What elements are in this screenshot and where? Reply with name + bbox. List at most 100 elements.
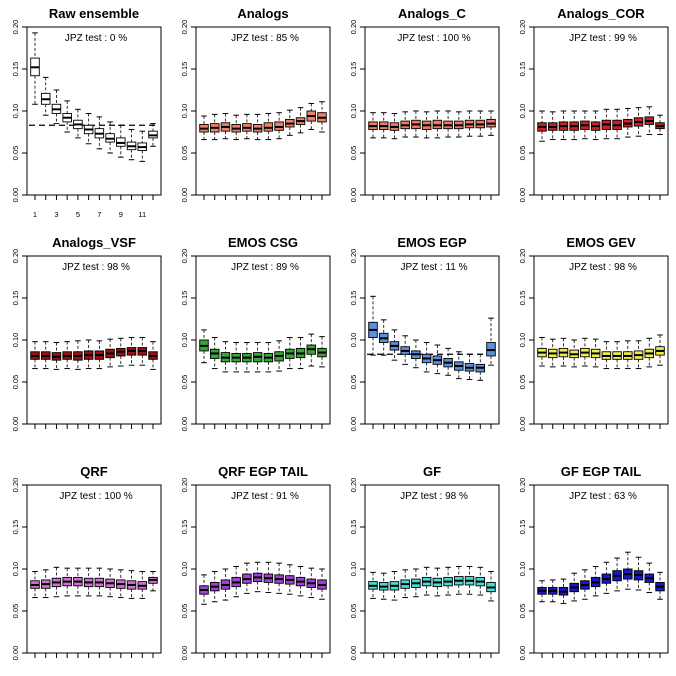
- box: [318, 102, 327, 132]
- box: [390, 114, 399, 139]
- box: [106, 339, 115, 367]
- box: [645, 338, 654, 367]
- x-tick-label: 9: [119, 210, 123, 219]
- x-tick-label: 11: [138, 210, 146, 219]
- y-tick-label: 0.10: [518, 104, 527, 119]
- box: [369, 572, 378, 598]
- box: [656, 115, 665, 134]
- y-tick-label: 0.00: [349, 188, 358, 203]
- y-tick-label: 0.20: [11, 20, 20, 35]
- y-tick-label: 0.00: [180, 417, 189, 432]
- box: [624, 552, 633, 589]
- box: [390, 330, 399, 360]
- y-tick-label: 0.20: [349, 20, 358, 35]
- box: [52, 343, 61, 370]
- box: [106, 569, 115, 597]
- box: [379, 573, 388, 599]
- box: [106, 122, 115, 153]
- jpz-test-label: JPZ test : 100 %: [397, 33, 470, 44]
- box: [591, 111, 600, 140]
- box: [41, 342, 50, 369]
- box: [645, 563, 654, 592]
- y-tick-label: 0.10: [349, 562, 358, 577]
- box: [307, 568, 316, 597]
- panel-title: Analogs_VSF: [52, 235, 136, 250]
- y-tick-label: 0.05: [11, 604, 20, 619]
- y-tick-label: 0.20: [349, 249, 358, 264]
- y-tick-label: 0.00: [180, 646, 189, 661]
- y-tick-label: 0.10: [180, 562, 189, 577]
- box: [591, 339, 600, 367]
- jpz-test-label: JPZ test : 98 %: [62, 262, 130, 273]
- y-tick-label: 0.15: [349, 520, 358, 535]
- box: [634, 108, 643, 137]
- jpz-test-label: JPZ test : 99 %: [569, 33, 637, 44]
- panel-0: Raw ensemble 0.00 0.05 0.10 0.15 0.20 1 3 5 7 9 11 J…: [11, 6, 161, 219]
- box: [243, 343, 252, 372]
- box: [379, 320, 388, 355]
- panel-title: Raw ensemble: [49, 6, 139, 21]
- box: [444, 111, 453, 137]
- x-tick-label: 7: [97, 210, 101, 219]
- box: [117, 125, 126, 157]
- box: [221, 569, 230, 600]
- box: [296, 108, 305, 133]
- box: [318, 337, 327, 367]
- box: [476, 567, 485, 595]
- box: [613, 558, 622, 591]
- y-tick-label: 0.10: [180, 104, 189, 119]
- box: [624, 108, 633, 137]
- panel-2: Analogs_C 0.00 0.05 0.10 0.15 0.20 JPZ test : …: [349, 6, 499, 202]
- box: [476, 111, 485, 136]
- box: [538, 337, 547, 366]
- y-tick-label: 0.10: [11, 562, 20, 577]
- box: [548, 112, 557, 140]
- y-tick-label: 0.20: [180, 478, 189, 493]
- box: [63, 342, 72, 369]
- box: [253, 114, 262, 139]
- box: [591, 566, 600, 595]
- panel-8: QRF 0.00 0.05 0.10 0.15 0.20 JPZ test : 100 %: [11, 464, 161, 660]
- box: [433, 345, 442, 374]
- box: [455, 566, 464, 594]
- jpz-test-label: JPZ test : 85 %: [231, 33, 299, 44]
- plot-frame: [27, 485, 161, 653]
- box: [243, 114, 252, 138]
- y-tick-label: 0.15: [349, 291, 358, 306]
- box: [538, 581, 547, 602]
- y-tick-label: 0.05: [180, 375, 189, 390]
- box: [232, 115, 241, 139]
- box: [318, 569, 327, 599]
- panel-11: GF EGP TAIL 0.00 0.05 0.10 0.15 0.20 JPZ test …: [518, 464, 668, 660]
- y-tick-label: 0.00: [11, 417, 20, 432]
- panel-title: Analogs: [237, 6, 288, 21]
- y-tick-label: 0.10: [349, 333, 358, 348]
- jpz-test-label: JPZ test : 0 %: [65, 33, 127, 44]
- box: [232, 343, 241, 372]
- plot-frame: [534, 27, 668, 195]
- jpz-test-label: JPZ test : 98 %: [569, 262, 637, 273]
- y-tick-label: 0.00: [349, 646, 358, 661]
- box: [487, 572, 496, 601]
- y-tick-label: 0.15: [11, 291, 20, 306]
- box: [138, 337, 147, 365]
- panel-4: Analogs_VSF 0.00 0.05 0.10 0.15 0.20 JPZ test …: [11, 235, 161, 431]
- panel-10: GF 0.00 0.05 0.10 0.15 0.20 JPZ test : 98 %: [349, 464, 499, 660]
- jpz-test-label: JPZ test : 63 %: [569, 491, 637, 502]
- box: [401, 336, 410, 365]
- panel-title: QRF: [80, 464, 108, 479]
- panel-3: Analogs_COR 0.00 0.05 0.10 0.15 0.20 JPZ test …: [518, 6, 668, 202]
- y-tick-label: 0.10: [349, 104, 358, 119]
- box: [210, 572, 219, 602]
- box: [379, 113, 388, 138]
- box: [422, 343, 431, 372]
- y-tick-label: 0.00: [349, 417, 358, 432]
- x-tick-label: 5: [76, 210, 80, 219]
- y-tick-label: 0.15: [518, 291, 527, 306]
- box: [476, 354, 485, 380]
- y-tick-label: 0.15: [518, 520, 527, 535]
- jpz-test-label: JPZ test : 91 %: [231, 491, 299, 502]
- panel-title: Analogs_COR: [557, 6, 645, 21]
- y-tick-label: 0.15: [180, 291, 189, 306]
- box: [656, 335, 665, 365]
